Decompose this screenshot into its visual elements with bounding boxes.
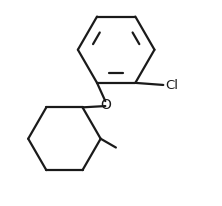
- Text: O: O: [100, 97, 111, 111]
- Text: Cl: Cl: [165, 79, 178, 92]
